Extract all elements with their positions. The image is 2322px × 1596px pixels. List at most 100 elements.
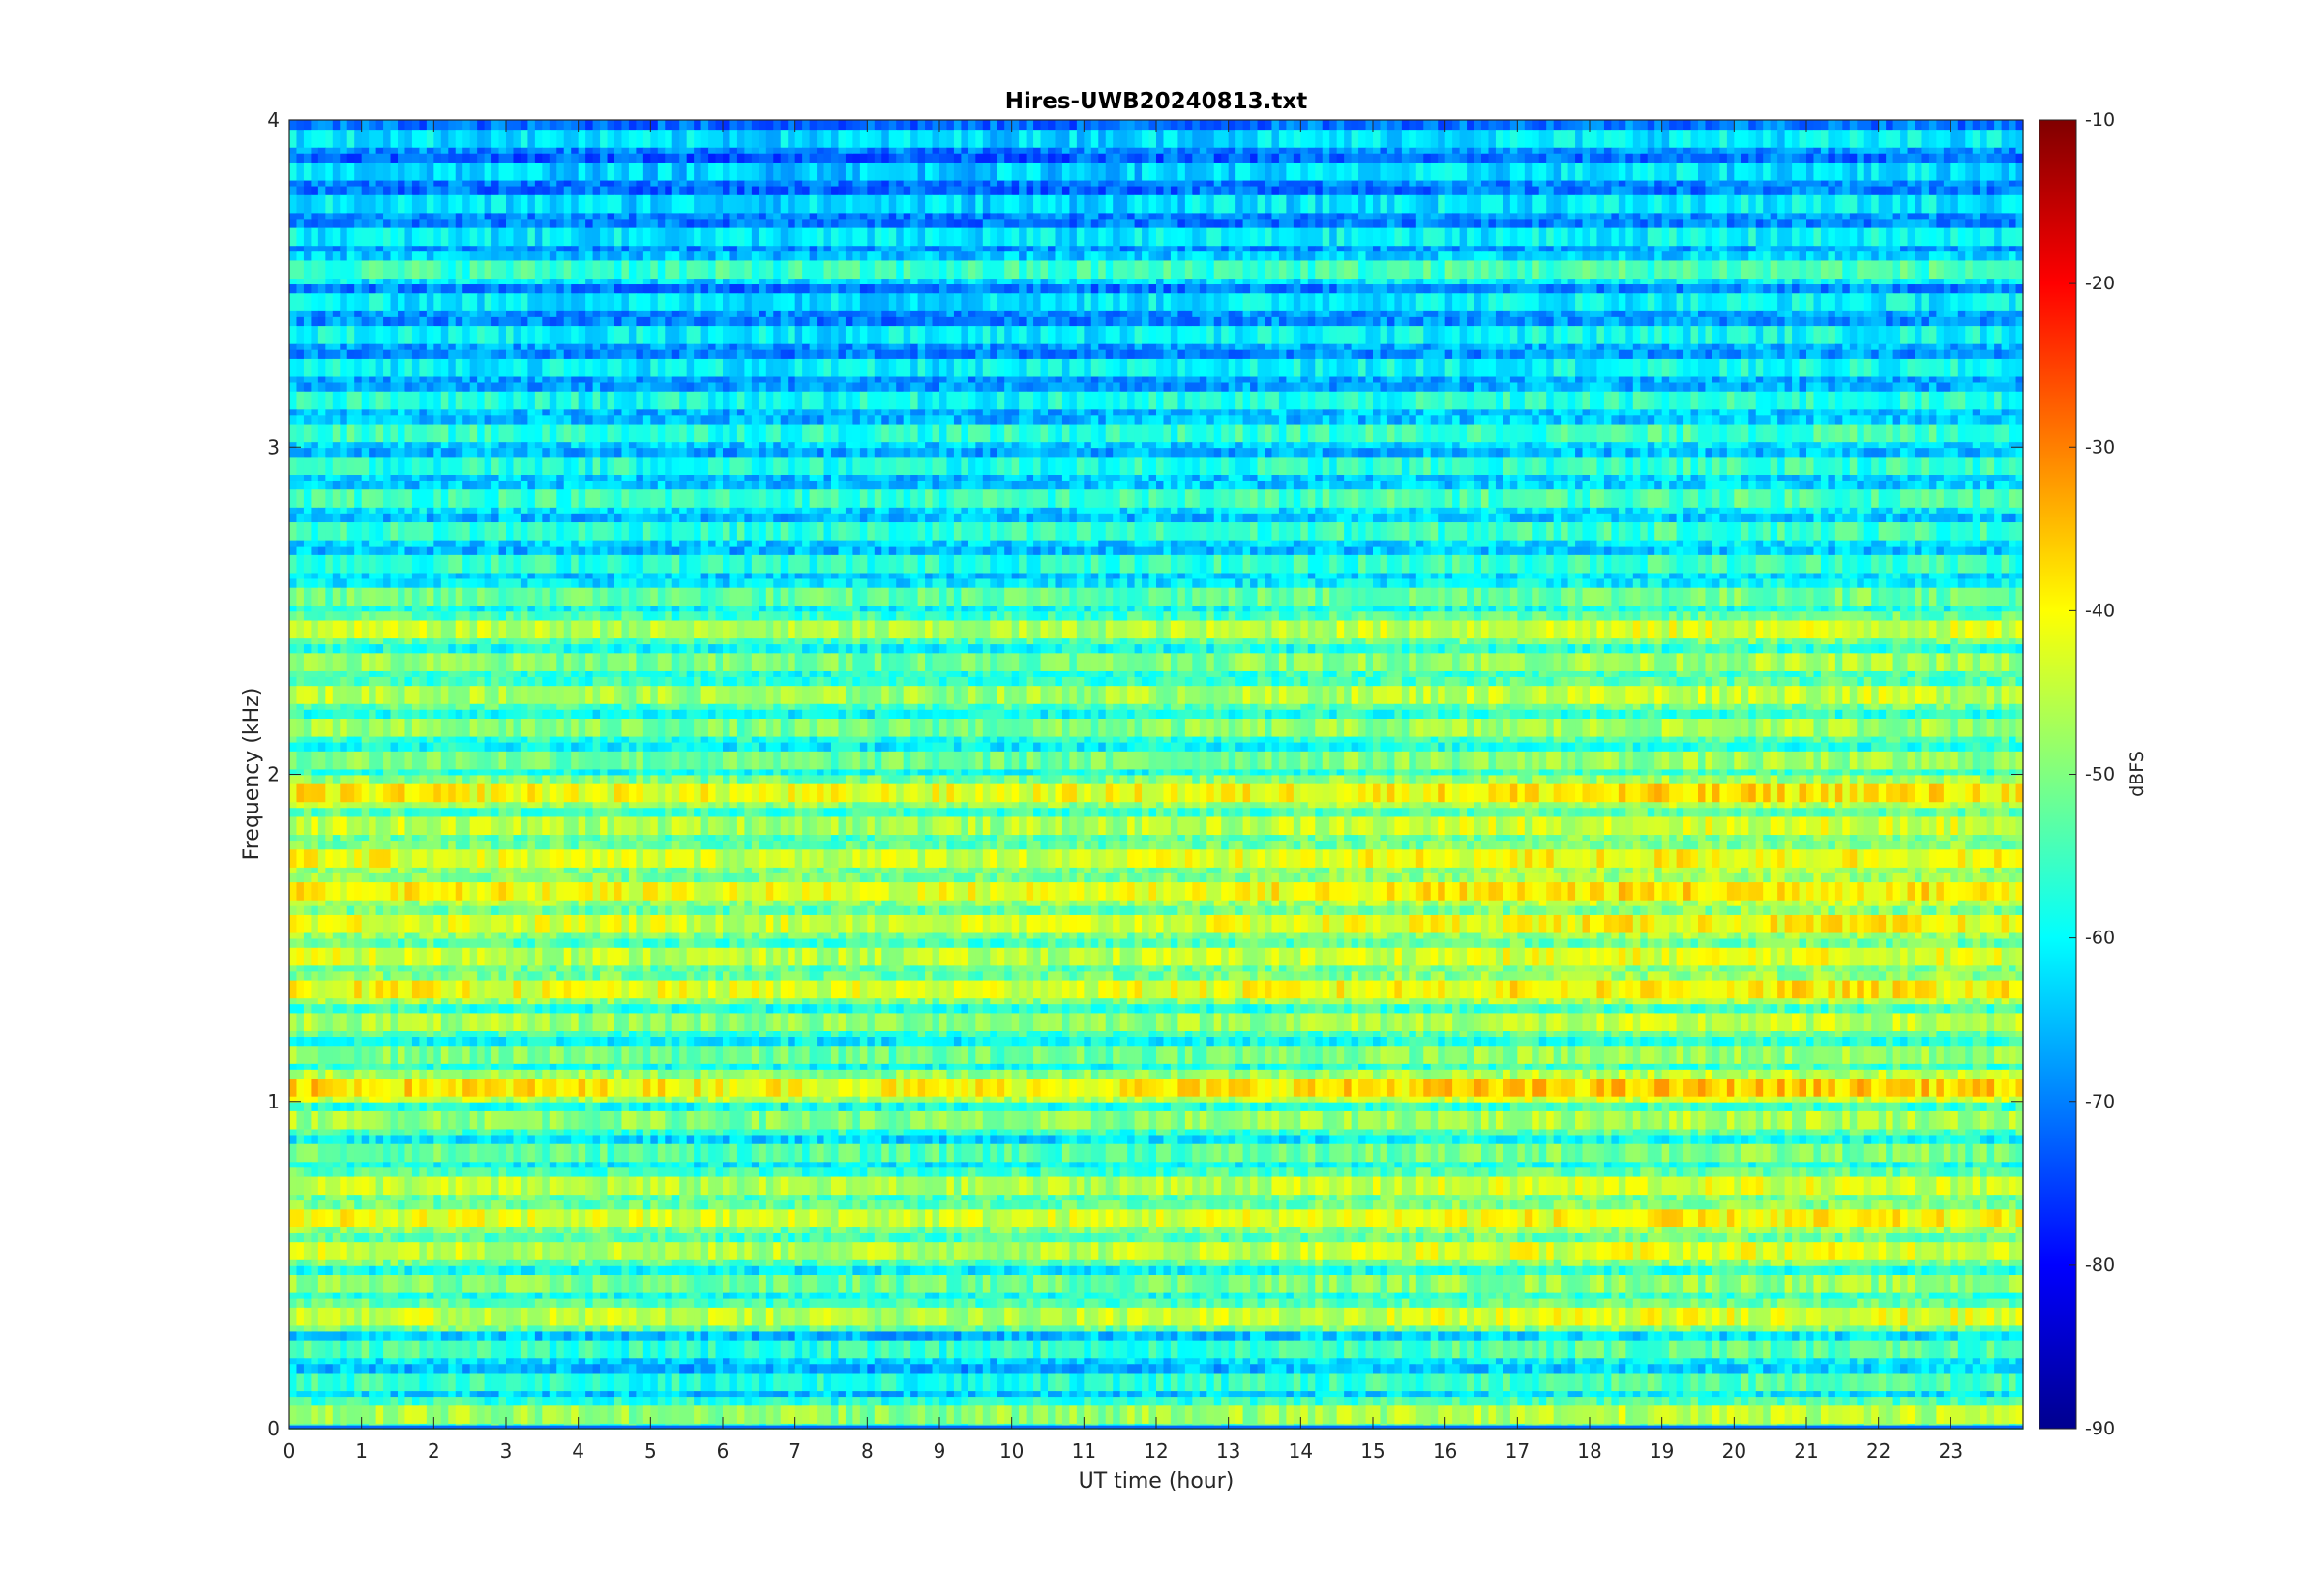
heatmap-cell — [1459, 1307, 1468, 1326]
chart-title: Hires-UWB20240813.txt — [1005, 89, 1307, 114]
heatmap-cell — [1943, 1259, 1951, 1266]
heatmap-cell — [1221, 1264, 1230, 1276]
heatmap-cell — [1561, 1396, 1569, 1406]
heatmap-cell — [1734, 1232, 1742, 1243]
heatmap-cell — [484, 1297, 492, 1309]
heatmap-cell — [1524, 1396, 1533, 1406]
heatmap-cell — [1726, 1292, 1735, 1299]
heatmap-cell — [1084, 1391, 1092, 1398]
heatmap-cell — [1928, 1209, 1937, 1228]
heatmap-cell — [542, 1292, 551, 1299]
heatmap-cell — [1452, 1242, 1461, 1261]
heatmap-cell — [888, 1232, 897, 1243]
heatmap-cell — [859, 1275, 868, 1294]
heatmap-cell — [903, 1242, 911, 1261]
heatmap-cell — [1444, 1297, 1453, 1309]
heatmap-cell — [375, 1199, 384, 1210]
heatmap-cell — [1712, 1373, 1720, 1392]
heatmap-cell — [694, 1325, 702, 1332]
heatmap-cell — [1315, 1264, 1324, 1276]
heatmap-cell — [817, 1264, 825, 1276]
heatmap-cell — [1293, 1264, 1301, 1276]
heatmap-cell — [1538, 1325, 1547, 1332]
heatmap-cell — [556, 1199, 565, 1210]
heatmap-cell — [1669, 1264, 1678, 1276]
heatmap-cell — [1265, 1358, 1273, 1365]
heatmap-cell — [1871, 1363, 1880, 1374]
heatmap-cell — [1834, 1325, 1843, 1332]
heatmap-cell — [1683, 1340, 1692, 1359]
heatmap-cell — [657, 1330, 666, 1342]
heatmap-cell — [1170, 1292, 1178, 1299]
heatmap-cell — [845, 1242, 853, 1261]
heatmap-cell — [1250, 1391, 1259, 1398]
heatmap-cell — [346, 1259, 355, 1266]
heatmap-cell — [859, 1232, 868, 1243]
heatmap-cell — [1481, 1209, 1490, 1228]
heatmap-cell — [1365, 1297, 1374, 1309]
heatmap-cell — [665, 1391, 673, 1398]
heatmap-cell — [491, 1373, 500, 1392]
heatmap-cell — [1163, 1325, 1172, 1332]
heatmap-cell — [1900, 1232, 1909, 1243]
heatmap-cell — [1928, 1405, 1937, 1425]
heatmap-cell — [817, 1199, 825, 1210]
heatmap-cell — [1177, 1227, 1186, 1233]
heatmap-cell — [1792, 1209, 1801, 1228]
heatmap-cell — [1265, 1363, 1273, 1374]
heatmap-cell — [311, 1292, 319, 1299]
heatmap-cell — [910, 1373, 919, 1392]
heatmap-cell — [1076, 1325, 1085, 1332]
heatmap-cell — [1561, 1340, 1569, 1359]
heatmap-cell — [1907, 1307, 1916, 1326]
heatmap-cell — [1849, 1330, 1858, 1342]
heatmap-cell — [636, 1209, 644, 1228]
heatmap-cell — [917, 1275, 926, 1294]
heatmap-cell — [759, 1405, 767, 1425]
heatmap-cell — [2009, 1325, 2017, 1332]
heatmap-cell — [1618, 1405, 1626, 1425]
heatmap-cell — [1033, 1264, 1042, 1276]
heatmap-cell — [1401, 1242, 1410, 1261]
heatmap-cell — [585, 1373, 594, 1392]
heatmap-cell — [1669, 1391, 1678, 1398]
heatmap-cell — [1575, 1264, 1584, 1276]
heatmap-cell — [1286, 1325, 1295, 1332]
heatmap-cell — [383, 1391, 392, 1398]
heatmap-cell — [831, 1232, 840, 1243]
heatmap-cell — [527, 1405, 536, 1425]
heatmap-cell — [1972, 1259, 1980, 1266]
heatmap-cell — [1127, 1242, 1136, 1261]
heatmap-cell — [549, 1373, 557, 1392]
heatmap-cell — [1784, 1330, 1793, 1342]
heatmap-cell — [1011, 1363, 1020, 1374]
heatmap-cell — [1611, 1405, 1620, 1425]
heatmap-cell — [419, 1259, 428, 1266]
heatmap-cell — [563, 1292, 572, 1299]
heatmap-cell — [939, 1199, 948, 1210]
heatmap-cell — [1452, 1297, 1461, 1309]
heatmap-cell — [498, 1307, 507, 1326]
heatmap-cell — [1857, 1325, 1865, 1332]
heatmap-cell — [1553, 1227, 1562, 1233]
heatmap-cell — [1315, 1209, 1324, 1228]
heatmap-cell — [888, 1325, 897, 1332]
heatmap-cell — [1755, 1292, 1764, 1299]
heatmap-cell — [773, 1297, 782, 1309]
heatmap-cell — [440, 1325, 449, 1332]
heatmap-cell — [1936, 1232, 1945, 1243]
heatmap-cell — [563, 1242, 572, 1261]
heatmap-cell — [939, 1373, 948, 1392]
heatmap-cell — [1061, 1373, 1070, 1392]
heatmap-cell — [657, 1199, 666, 1210]
heatmap-cell — [1582, 1363, 1591, 1374]
heatmap-cell — [917, 1209, 926, 1228]
heatmap-cell — [1611, 1259, 1620, 1266]
heatmap-cell — [1184, 1325, 1193, 1332]
heatmap-cell — [888, 1363, 897, 1374]
heatmap-cell — [628, 1325, 637, 1332]
heatmap-cell — [1828, 1307, 1836, 1326]
heatmap-cell — [946, 1242, 955, 1261]
heatmap-cell — [1127, 1297, 1136, 1309]
heatmap-cell — [1307, 1259, 1316, 1266]
